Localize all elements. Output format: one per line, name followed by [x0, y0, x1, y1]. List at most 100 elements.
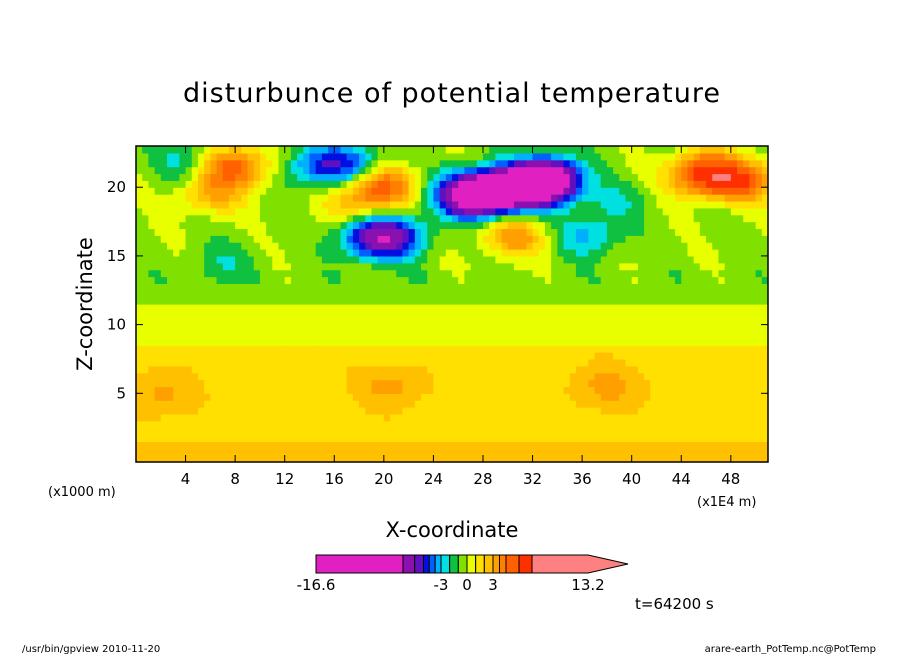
field-cell — [557, 407, 565, 415]
field-cell — [712, 297, 720, 305]
field-cell — [328, 152, 335, 161]
field-cell — [241, 393, 249, 401]
field-cell — [761, 262, 768, 271]
field-cell — [191, 434, 199, 442]
field-cell — [328, 434, 335, 442]
field-cell — [427, 338, 435, 346]
field-cell — [594, 262, 602, 271]
field-cell — [160, 358, 168, 367]
field-cell — [402, 173, 410, 181]
field-cell — [197, 290, 205, 298]
field-cell — [749, 255, 757, 264]
field-cell — [606, 180, 614, 188]
field-cell — [699, 269, 707, 278]
field-cell — [452, 269, 459, 278]
field-cell — [142, 455, 149, 462]
field-cell — [185, 420, 193, 429]
field-cell — [749, 262, 757, 271]
field-cell — [160, 214, 168, 223]
field-cell — [631, 352, 639, 360]
field-cell — [557, 441, 565, 449]
field-cell — [216, 338, 224, 346]
field-cell — [544, 338, 552, 346]
field-cell — [507, 407, 515, 415]
field-cell — [464, 152, 472, 161]
field-cell — [197, 276, 205, 284]
field-cell — [712, 365, 720, 374]
field-cell — [136, 194, 143, 202]
field-cell — [340, 146, 348, 154]
field-cell — [439, 276, 447, 284]
field-cell — [297, 338, 304, 346]
field-cell — [551, 194, 558, 202]
field-cell — [408, 269, 416, 278]
field-cell — [637, 400, 645, 408]
field-cell — [445, 345, 453, 353]
field-cell — [160, 159, 168, 168]
field-cell — [619, 290, 627, 298]
field-cell — [160, 345, 168, 353]
field-cell — [334, 407, 342, 415]
field-cell — [210, 207, 218, 216]
field-cell — [309, 407, 317, 415]
field-cell — [297, 345, 304, 353]
field-cell — [551, 146, 558, 154]
field-cell — [253, 290, 261, 298]
field-cell — [532, 297, 540, 305]
field-cell — [303, 448, 311, 456]
field-cell — [315, 262, 323, 271]
field-cell — [613, 255, 620, 264]
field-cell — [414, 173, 422, 181]
field-cell — [551, 173, 558, 181]
field-cell — [693, 420, 701, 429]
field-cell — [600, 235, 608, 243]
field-cell — [507, 173, 515, 181]
field-cell — [749, 427, 757, 436]
field-cell — [303, 207, 311, 216]
field-cell — [371, 352, 379, 360]
field-cell — [328, 221, 335, 230]
field-cell — [637, 290, 645, 298]
field-cell — [439, 187, 447, 195]
field-cell — [321, 427, 329, 436]
field-cell — [166, 304, 174, 312]
field-cell — [749, 269, 757, 278]
field-cell — [247, 207, 255, 216]
field-cell — [377, 173, 385, 181]
field-cell — [737, 194, 744, 202]
field-cell — [216, 372, 224, 381]
field-cell — [197, 255, 205, 264]
field-cell — [272, 146, 280, 154]
field-cell — [625, 393, 633, 401]
field-cell — [699, 290, 707, 298]
field-cell — [340, 269, 348, 278]
field-cell — [284, 393, 292, 401]
field-cell — [513, 255, 521, 264]
field-cell — [681, 455, 689, 462]
field-cell — [563, 393, 571, 401]
field-cell — [352, 173, 360, 181]
field-cell — [253, 152, 261, 161]
field-cell — [204, 269, 211, 278]
field-cell — [557, 146, 565, 154]
field-cell — [563, 317, 571, 326]
field-cell — [656, 358, 664, 367]
field-cell — [458, 159, 465, 168]
field-cell — [439, 207, 447, 216]
field-cell — [668, 187, 676, 195]
field-cell — [148, 434, 156, 442]
field-cell — [619, 262, 627, 271]
field-cell — [656, 407, 664, 415]
field-cell — [575, 393, 583, 401]
field-cell — [656, 434, 664, 442]
field-cell — [675, 262, 682, 271]
field-cell — [278, 386, 286, 394]
field-cell — [619, 214, 627, 223]
field-cell — [538, 441, 546, 449]
field-cell — [699, 413, 707, 422]
field-cell — [309, 400, 317, 408]
field-cell — [476, 290, 484, 298]
field-cell — [452, 386, 459, 394]
field-cell — [551, 214, 558, 223]
field-cell — [600, 352, 608, 360]
